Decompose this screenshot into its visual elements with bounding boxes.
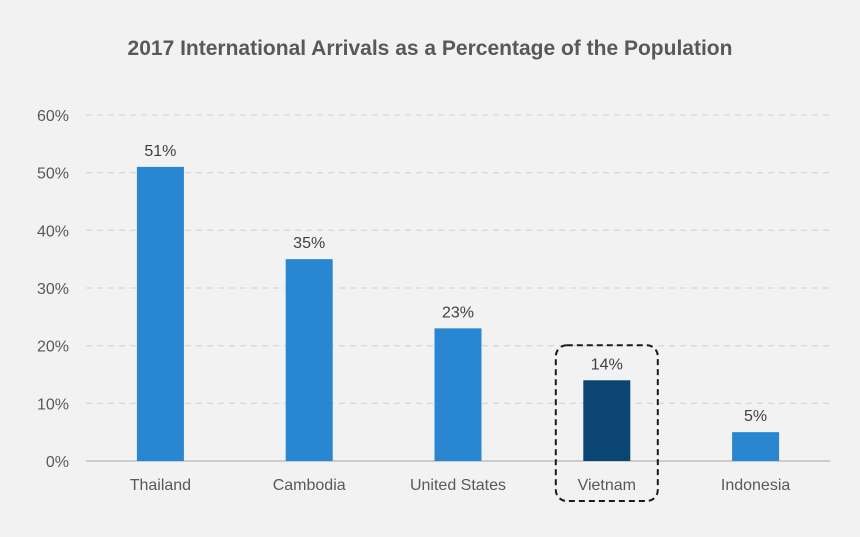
y-tick-label: 30% (37, 281, 69, 298)
y-axis-ticks: 0% 10% 20% 30% 40% 50% 60% (37, 108, 69, 471)
chart-title: 2017 International Arrivals as a Percent… (127, 37, 733, 60)
bar-thailand (136, 166, 184, 461)
data-label: 51% (144, 143, 176, 160)
x-axis-ticks: Thailand Cambodia United States Vietnam Indo… (130, 477, 791, 494)
y-tick-label: 0% (46, 454, 69, 471)
bars (136, 166, 780, 461)
bar-united-states (434, 328, 482, 461)
data-labels: 51% 35% 23% 14% 5% (144, 143, 767, 425)
bar-cambodia (285, 259, 333, 461)
y-tick-label: 10% (37, 396, 69, 413)
y-tick-label: 60% (37, 108, 69, 125)
data-label: 14% (591, 356, 623, 373)
x-tick-label: Cambodia (273, 477, 346, 494)
data-label: 35% (293, 235, 325, 252)
x-tick-label: United States (410, 477, 506, 494)
y-tick-label: 40% (37, 223, 69, 240)
data-label: 23% (442, 304, 474, 321)
bar-vietnam (583, 380, 631, 461)
bar-indonesia (732, 432, 780, 461)
highlight-frame (554, 344, 659, 502)
y-tick-label: 50% (37, 166, 69, 183)
y-tick-label: 20% (37, 339, 69, 356)
x-tick-label: Indonesia (721, 477, 790, 494)
x-tick-label: Vietnam (578, 477, 636, 494)
data-label: 5% (744, 408, 767, 425)
highlight-box (554, 344, 659, 502)
x-tick-label: Thailand (130, 477, 191, 494)
